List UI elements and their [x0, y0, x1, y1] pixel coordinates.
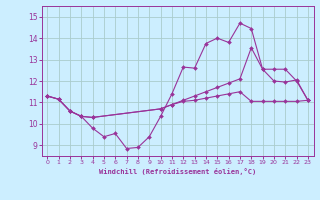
X-axis label: Windchill (Refroidissement éolien,°C): Windchill (Refroidissement éolien,°C)	[99, 168, 256, 175]
